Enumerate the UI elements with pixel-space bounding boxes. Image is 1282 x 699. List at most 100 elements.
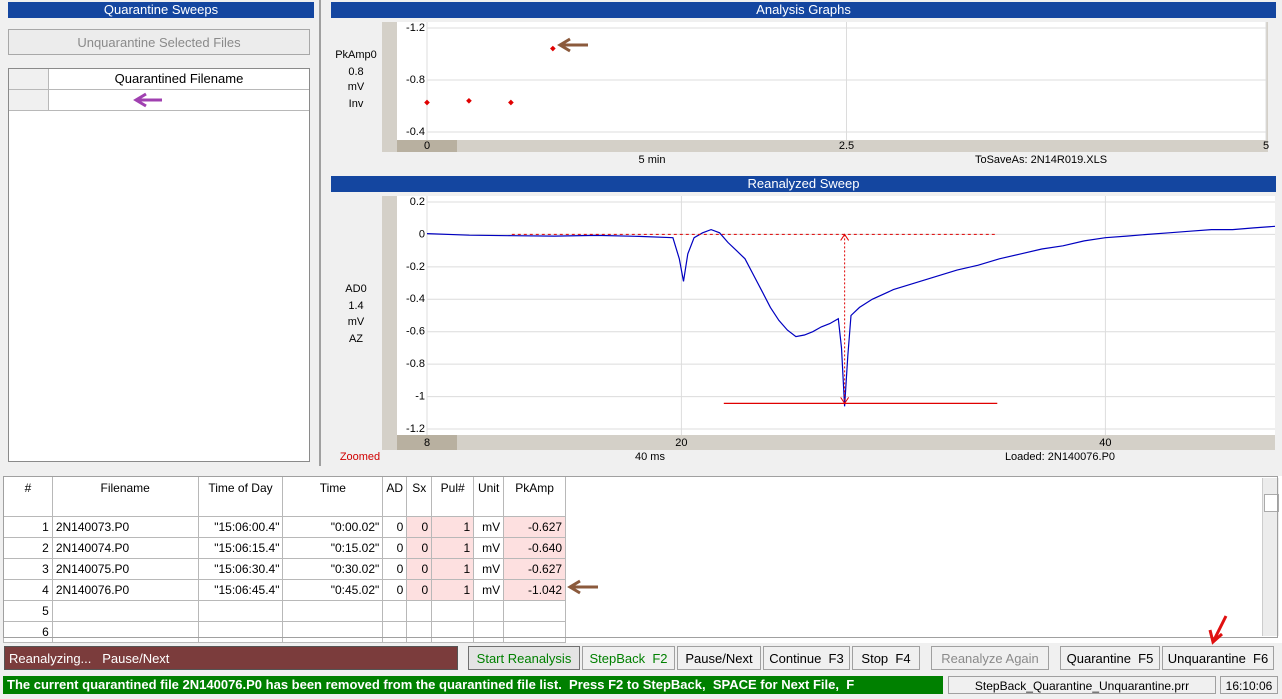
corner-cell [9,69,49,90]
status-file: StepBack_Quarantine_Unquarantine.prr [948,676,1216,694]
plot-area [397,22,1266,140]
table-cell [406,621,433,643]
toolbar-button[interactable]: Reanalyze Again [931,646,1049,670]
header-row: # Filename Time of Day Time AD Sx Pul# Unit PkAm… [3,476,1282,517]
x-unit: 40 ms [635,451,665,463]
y-tick-label: -0.8 [406,74,425,86]
trace [426,225,1276,407]
column-header: AD [382,476,408,517]
column-header: Unit [473,476,505,517]
activity-status: Reanalyzing... Pause/Next [4,646,458,670]
filler [565,476,1282,517]
table-cell: 2N140075.P0 [51,558,199,580]
footer: Loaded: 2N140076.P0 [1005,451,1115,463]
y-tick-label: -0.2 [406,261,425,273]
table-cell: "0:00.02" [282,516,384,538]
table-row: 6 [3,621,1282,643]
y-tick-label: -1.2 [406,22,425,34]
footer: ToSaveAs: 2N14R019.XLS [975,154,1107,166]
table-row: 5 [3,600,1282,622]
table-cell [473,600,505,622]
table-cell: 1 [431,579,475,601]
table-cell [197,621,284,643]
table-cell [51,600,199,622]
y-tick-label: -0.8 [406,358,425,370]
status-message: The current quarantined file 2N140076.P0… [3,676,943,694]
empty-row[interactable] [49,90,309,111]
toolbar-button[interactable]: Stop F4 [852,646,920,670]
column-header: # [3,476,53,517]
graphs: 5 min ToSaveAs: 2N14R019.XLS Zoomed 40 m… [340,22,1276,463]
column-header: Time [282,476,384,517]
filler [566,622,1282,643]
unquarantine-button[interactable]: Unquarantine Selected Files [8,29,310,55]
table-cell: 0 [382,537,408,559]
analysis-title: Analysis Graphs [331,2,1276,18]
scrollbar[interactable] [1262,478,1279,636]
filler [566,517,1282,538]
table-cell: -0.627 [503,516,567,538]
table-cell [282,600,384,622]
table-cell [503,621,567,643]
table-cell: 3 [3,558,53,580]
table-cell [382,621,408,643]
table-cell: 0 [382,579,408,601]
table-cell [431,621,475,643]
data-point [550,45,556,52]
plot-area [397,196,1275,435]
table-cell: mV [473,579,505,601]
filler [566,580,1282,601]
column-header: Filename [51,476,199,517]
y-tick-label: 0 [419,228,425,240]
table-cell: 2N140076.P0 [51,579,199,601]
table-cell: 2N140073.P0 [51,516,199,538]
axis-label: PkAmp0 [331,48,381,62]
table-cell: "15:06:30.4" [197,558,284,580]
table-cell: "0:45.02" [282,579,384,601]
table-cell: "0:15.02" [282,537,384,559]
table-cell: "15:06:45.4" [197,579,284,601]
x-tick-label: 8 [424,437,430,449]
table-cell: "15:06:00.4" [197,516,284,538]
quarantine-list: Quarantined Filename [8,68,310,462]
table-cell: 5 [3,600,53,622]
y-tick-label: -1 [415,390,425,402]
table-cell: 1 [3,516,53,538]
axis-label: mV [331,315,381,329]
table-cell: 0 [382,558,408,580]
axis-label: 0.8 [331,65,381,79]
table-cell: 0 [406,516,433,538]
data-point [424,99,430,106]
panel-title: Quarantine Sweeps [8,2,314,18]
x-unit: 5 min [639,154,666,166]
y-tick-label: 0.2 [410,196,425,208]
table-row: 4 2N140076.P0 "15:06:45.4" "0:45.02" 0 0 1 mV -1… [3,579,1282,601]
table-cell: 2 [3,537,53,559]
status-clock: 16:10:06 [1220,676,1278,694]
splitter[interactable] [319,0,321,466]
toolbar-button[interactable]: Pause/Next [677,646,761,670]
table-cell [51,621,199,643]
toolbar-button[interactable]: Unquarantine F6 [1162,646,1274,670]
axis-label: AZ [331,332,381,346]
scroll-thumb[interactable] [397,435,457,450]
x-tick-label: 20 [675,437,687,449]
x-tick-label: 2.5 [839,140,854,152]
scroll-thumb[interactable] [397,140,457,152]
filler [566,538,1282,559]
y-tick-label: -1.2 [406,423,425,435]
filler [566,601,1282,622]
y-tick-label: -0.6 [406,326,425,338]
toolbar-button[interactable]: StepBack F2 [582,646,675,670]
table-cell [282,621,384,643]
data-point [508,99,514,106]
table-cell: 0 [382,516,408,538]
toolbar-button[interactable]: Start Reanalysis [468,646,580,670]
table-cell [382,600,408,622]
axis-label: AD0 [331,282,381,296]
toolbar-button[interactable]: Quarantine F5 [1060,646,1160,670]
column-header: Time of Day [197,476,284,517]
scroll-thumb[interactable] [1264,494,1279,512]
peak-arrowhead [840,233,850,241]
toolbar-button[interactable]: Continue F3 [763,646,850,670]
